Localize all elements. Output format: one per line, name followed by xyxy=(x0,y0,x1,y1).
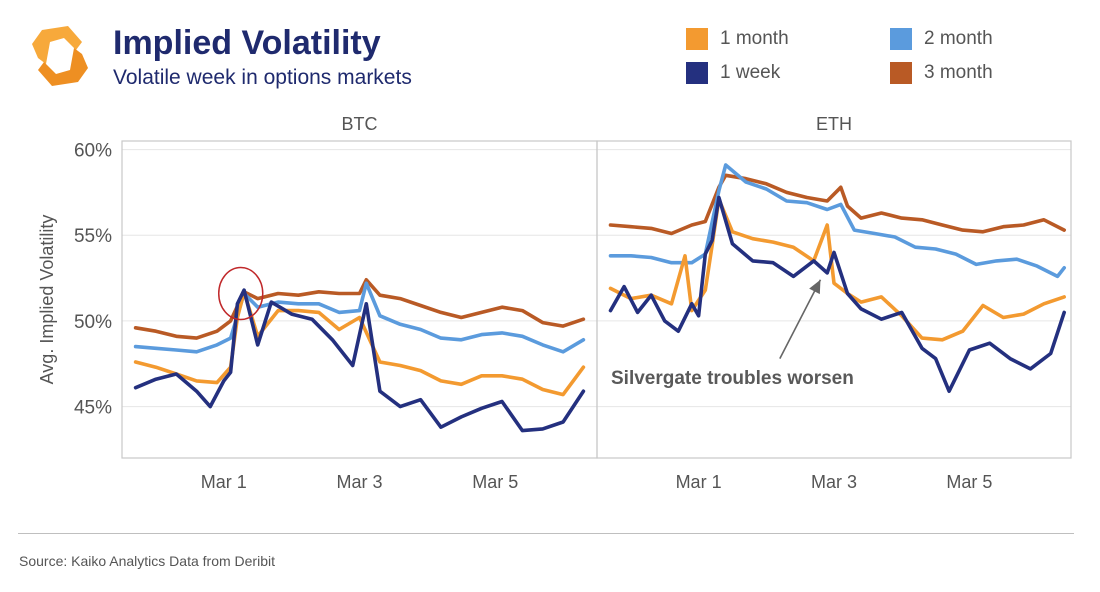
eth-x-tick-label: Mar 5 xyxy=(946,472,992,492)
legend-item-1-week: 1 week xyxy=(686,62,780,84)
btc-series-2-month xyxy=(133,281,586,354)
btc-series-3-month xyxy=(133,277,586,340)
eth-series-3-month xyxy=(608,173,1066,236)
btc-panel-frame xyxy=(121,140,598,459)
page-title: Implied Volatility xyxy=(113,24,381,62)
legend-label-1-week: 1 week xyxy=(720,62,781,83)
eth-panel-title: ETH xyxy=(816,114,852,134)
btc-x-tick-label: Mar 1 xyxy=(201,472,247,492)
legend-swatch-3-month xyxy=(890,62,912,84)
kaiko-logo-icon xyxy=(28,24,92,88)
btc-panel-title: BTC xyxy=(342,114,378,134)
footer-divider xyxy=(18,533,1074,534)
eth-panel-frame xyxy=(596,140,1072,459)
btc-highlight-circle xyxy=(218,266,264,321)
legend-label-2-month: 2 month xyxy=(924,28,993,49)
y-axis-label: Avg. Implied Volatility xyxy=(37,215,57,385)
page-subtitle: Volatile week in options markets xyxy=(113,66,412,89)
eth-series-1-week xyxy=(608,195,1066,394)
source-note: Source: Kaiko Analytics Data from Deribi… xyxy=(19,553,275,569)
btc-y-tick-label: 50% xyxy=(74,312,112,333)
legend-item-1-month: 1 month xyxy=(686,28,789,50)
eth-x-tick-label: Mar 3 xyxy=(811,472,857,492)
eth-series-1-month xyxy=(608,197,1066,342)
btc-y-tick-label: 60% xyxy=(74,141,112,162)
legend-label-1-month: 1 month xyxy=(720,28,789,49)
legend-item-3-month: 3 month xyxy=(890,62,993,84)
legend-swatch-1-week xyxy=(686,62,708,84)
legend-label-3-month: 3 month xyxy=(924,62,993,83)
btc-series-1-month xyxy=(133,289,586,397)
btc-y-tick-label: 55% xyxy=(74,226,112,247)
eth-annotation-arrow-head xyxy=(809,279,821,295)
eth-annotation-label: Silvergate troubles worsen xyxy=(611,368,854,389)
btc-x-tick-label: Mar 5 xyxy=(472,472,518,492)
legend-item-2-month: 2 month xyxy=(890,28,993,50)
btc-y-tick-label: 45% xyxy=(74,398,112,419)
eth-x-tick-label: Mar 1 xyxy=(676,472,722,492)
legend-swatch-2-month xyxy=(890,28,912,50)
btc-x-tick-label: Mar 3 xyxy=(336,472,382,492)
eth-series-2-month xyxy=(608,163,1066,279)
btc-series-1-week xyxy=(133,288,586,433)
eth-annotation-arrow-line xyxy=(779,279,822,359)
legend-swatch-1-month xyxy=(686,28,708,50)
